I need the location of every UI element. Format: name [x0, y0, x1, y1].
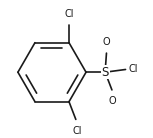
Text: Cl: Cl — [64, 9, 74, 19]
Text: Cl: Cl — [129, 64, 138, 75]
Text: S: S — [101, 66, 109, 79]
Text: O: O — [108, 96, 116, 106]
Text: Cl: Cl — [72, 126, 82, 136]
Text: O: O — [103, 37, 110, 47]
